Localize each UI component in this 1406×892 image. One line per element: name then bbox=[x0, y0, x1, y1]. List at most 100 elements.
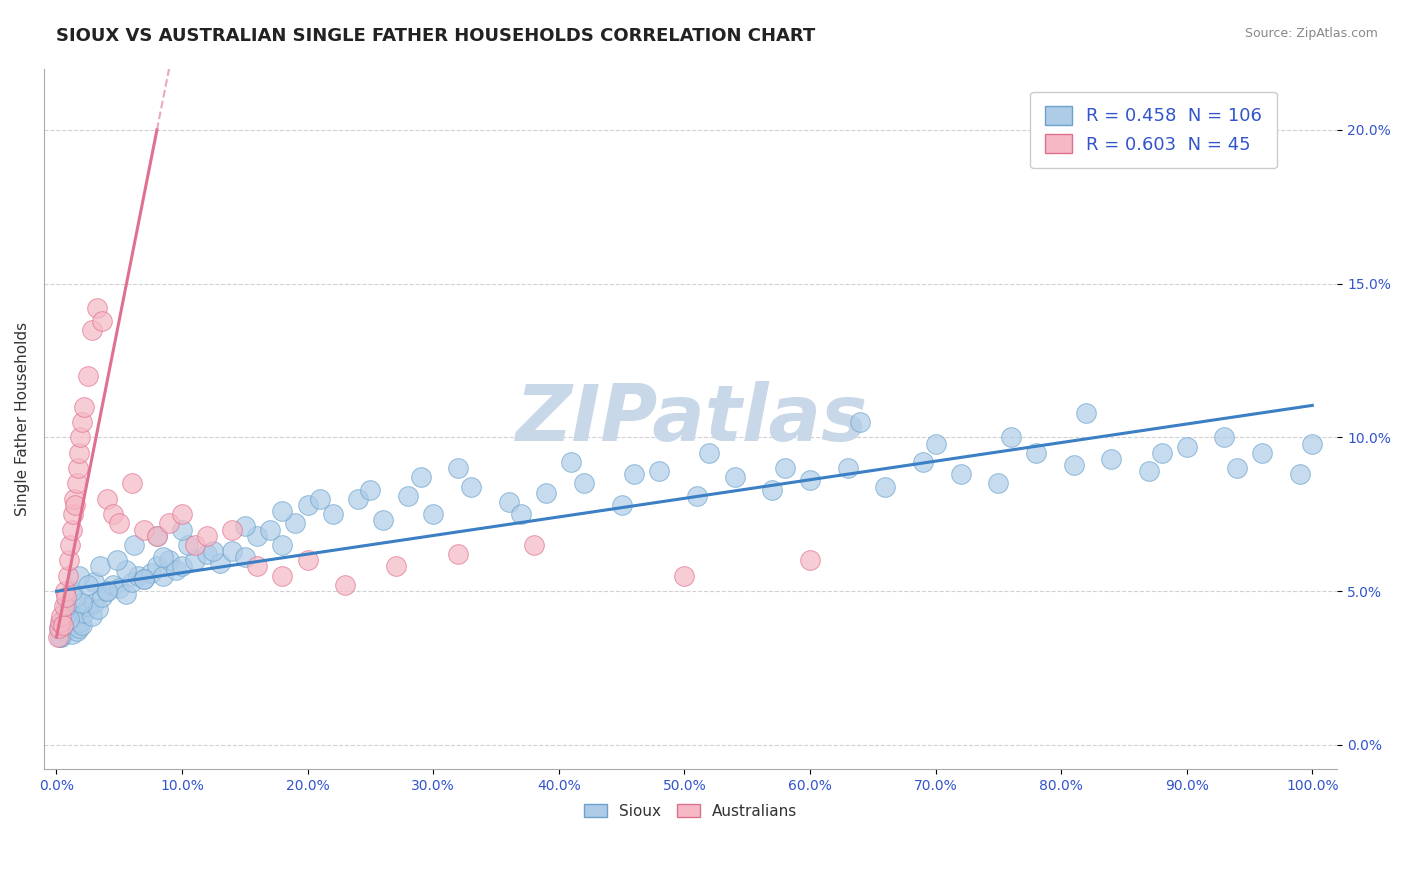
Point bbox=[271, 504, 294, 518]
Point bbox=[87, 602, 110, 616]
Point bbox=[134, 572, 156, 586]
Point bbox=[53, 599, 76, 614]
Point bbox=[51, 630, 73, 644]
Point bbox=[83, 574, 105, 589]
Point bbox=[221, 523, 243, 537]
Point bbox=[58, 621, 80, 635]
Point bbox=[46, 630, 69, 644]
Point bbox=[1213, 430, 1236, 444]
Point bbox=[139, 566, 162, 580]
Point bbox=[560, 455, 582, 469]
Point bbox=[108, 581, 131, 595]
Point bbox=[96, 584, 118, 599]
Point bbox=[221, 544, 243, 558]
Point bbox=[66, 461, 89, 475]
Point bbox=[62, 507, 84, 521]
Point bbox=[56, 612, 79, 626]
Point bbox=[90, 590, 112, 604]
Point bbox=[233, 550, 256, 565]
Point bbox=[271, 568, 294, 582]
Point bbox=[49, 615, 72, 629]
Point bbox=[55, 590, 77, 604]
Point bbox=[572, 476, 595, 491]
Point bbox=[177, 538, 200, 552]
Point bbox=[70, 415, 93, 429]
Point bbox=[1137, 464, 1160, 478]
Point bbox=[447, 461, 470, 475]
Point bbox=[534, 485, 557, 500]
Point bbox=[65, 476, 87, 491]
Point bbox=[371, 513, 394, 527]
Point bbox=[183, 553, 205, 567]
Point bbox=[114, 587, 136, 601]
Point bbox=[48, 621, 70, 635]
Point bbox=[86, 301, 108, 316]
Point bbox=[409, 470, 432, 484]
Point bbox=[90, 313, 112, 327]
Point bbox=[127, 568, 149, 582]
Point bbox=[396, 489, 419, 503]
Point bbox=[623, 467, 645, 482]
Point bbox=[53, 608, 76, 623]
Point bbox=[233, 519, 256, 533]
Point bbox=[309, 491, 332, 506]
Point bbox=[76, 599, 98, 614]
Point bbox=[70, 596, 93, 610]
Point bbox=[1251, 446, 1274, 460]
Point bbox=[723, 470, 745, 484]
Point bbox=[63, 617, 86, 632]
Point bbox=[170, 523, 193, 537]
Text: Source: ZipAtlas.com: Source: ZipAtlas.com bbox=[1244, 27, 1378, 40]
Point bbox=[1000, 430, 1022, 444]
Point bbox=[69, 430, 91, 444]
Point bbox=[114, 562, 136, 576]
Point bbox=[699, 446, 721, 460]
Point bbox=[96, 491, 118, 506]
Text: SIOUX VS AUSTRALIAN SINGLE FATHER HOUSEHOLDS CORRELATION CHART: SIOUX VS AUSTRALIAN SINGLE FATHER HOUSEH… bbox=[56, 27, 815, 45]
Point bbox=[101, 507, 124, 521]
Point bbox=[610, 498, 633, 512]
Point bbox=[773, 461, 796, 475]
Point bbox=[58, 612, 80, 626]
Text: ZIPatlas: ZIPatlas bbox=[515, 381, 866, 457]
Point bbox=[146, 529, 169, 543]
Point bbox=[73, 400, 96, 414]
Point bbox=[799, 474, 821, 488]
Point bbox=[422, 507, 444, 521]
Point bbox=[63, 491, 86, 506]
Point bbox=[673, 568, 696, 582]
Point bbox=[121, 574, 143, 589]
Point bbox=[73, 606, 96, 620]
Point bbox=[924, 436, 946, 450]
Point bbox=[510, 507, 533, 521]
Point bbox=[384, 559, 406, 574]
Point bbox=[152, 568, 174, 582]
Point bbox=[259, 523, 281, 537]
Point bbox=[51, 608, 73, 623]
Point bbox=[65, 608, 87, 623]
Point bbox=[70, 617, 93, 632]
Point bbox=[134, 523, 156, 537]
Point bbox=[52, 617, 75, 632]
Point bbox=[159, 516, 181, 531]
Point bbox=[52, 617, 75, 632]
Point bbox=[69, 615, 91, 629]
Point bbox=[498, 495, 520, 509]
Point bbox=[80, 323, 103, 337]
Point bbox=[53, 624, 76, 638]
Point bbox=[195, 547, 218, 561]
Point bbox=[76, 578, 98, 592]
Y-axis label: Single Father Households: Single Father Households bbox=[15, 322, 30, 516]
Point bbox=[121, 476, 143, 491]
Point bbox=[76, 368, 98, 383]
Point bbox=[686, 489, 709, 503]
Point bbox=[59, 606, 82, 620]
Point bbox=[297, 553, 319, 567]
Point bbox=[208, 557, 231, 571]
Point bbox=[359, 483, 381, 497]
Point bbox=[170, 507, 193, 521]
Point bbox=[447, 547, 470, 561]
Point bbox=[60, 627, 83, 641]
Point bbox=[1301, 436, 1323, 450]
Point bbox=[159, 553, 181, 567]
